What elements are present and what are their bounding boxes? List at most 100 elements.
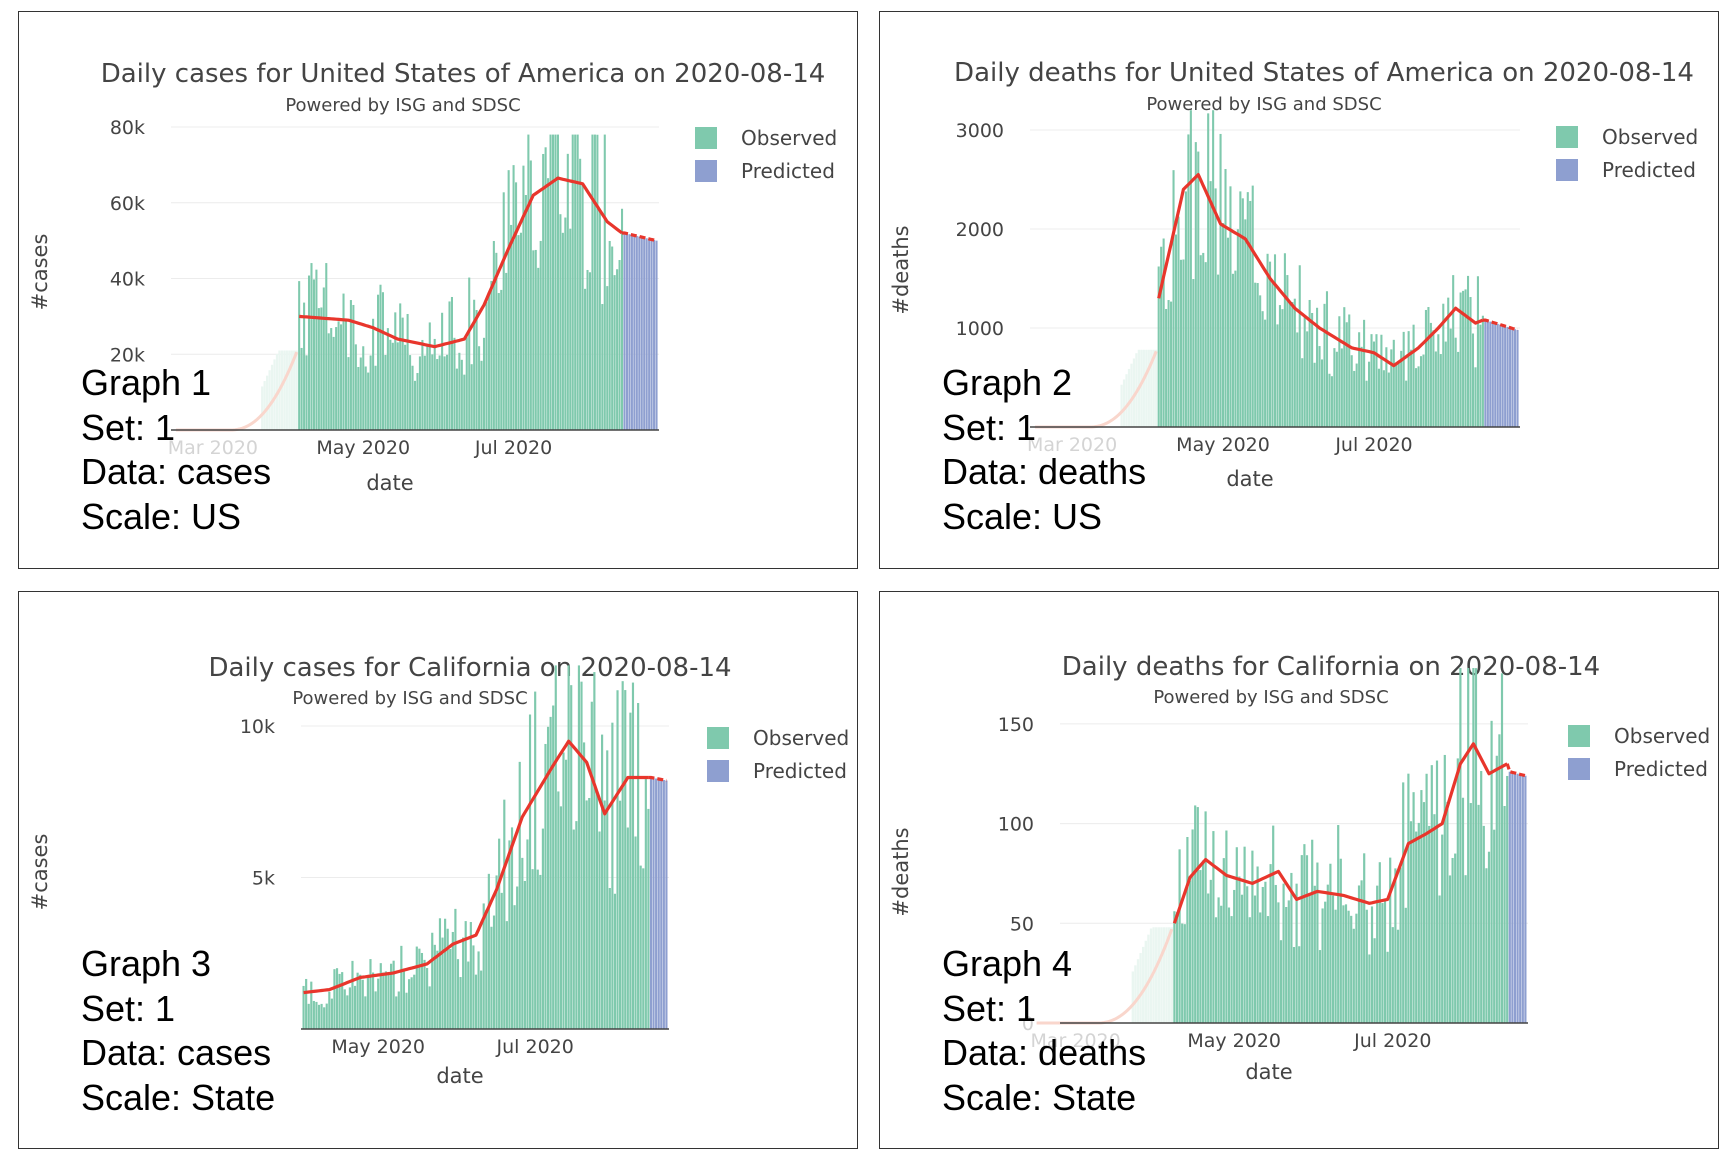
observed-bar (382, 972, 385, 1029)
observed-bar (374, 365, 377, 430)
observed-bar (1331, 895, 1335, 1023)
x-tick-label: Jul 2020 (474, 437, 552, 459)
observed-bar (436, 950, 439, 1029)
observed-bar (317, 308, 320, 430)
observed-bar (325, 1003, 328, 1029)
observed-bar (531, 869, 534, 1029)
observed-bar (441, 312, 444, 430)
observed-bar (1214, 188, 1217, 427)
predicted-bar (1504, 326, 1507, 427)
observed-bar (405, 992, 408, 1029)
observed-bar (464, 921, 467, 1029)
y-tick-label: 20k (110, 344, 145, 366)
observed-bar (1432, 330, 1435, 427)
predicted-bar (1516, 773, 1519, 1023)
observed-bar (1415, 831, 1418, 1023)
observed-bar (436, 359, 439, 430)
observed-bar (507, 170, 510, 430)
observed-bar (356, 972, 359, 1029)
observed-bar (366, 975, 369, 1029)
faded-bar (1168, 927, 1171, 1023)
observed-bar (517, 235, 520, 430)
legend-swatch-predicted[interactable] (707, 760, 729, 782)
observed-bar (1334, 909, 1337, 1023)
observed-bar (1498, 734, 1501, 1023)
observed-bar (613, 275, 616, 430)
observed-bar (349, 300, 352, 430)
observed-bar (413, 974, 416, 1029)
y-tick-label: 50 (1010, 913, 1034, 935)
observed-bar (330, 328, 333, 430)
observed-bar (629, 712, 632, 1029)
predicted-bar (625, 233, 628, 430)
observed-bar (1402, 782, 1405, 1023)
observed-bar (593, 672, 596, 1029)
legend-swatch-predicted[interactable] (695, 160, 717, 182)
observed-bar (305, 978, 308, 1029)
legend-swatch-predicted[interactable] (1568, 758, 1590, 780)
observed-bar (1339, 858, 1342, 1023)
faded-bar (261, 386, 264, 430)
observed-bar (1240, 894, 1244, 1023)
observed-bar (302, 985, 305, 1029)
observed-bar (353, 985, 357, 1029)
faded-bar (283, 350, 286, 430)
legend-swatch-observed[interactable] (1568, 725, 1590, 747)
faded-bar (273, 359, 276, 430)
observed-bar (1233, 889, 1236, 1023)
observed-bar (362, 346, 365, 430)
chart-panel-2: Daily deaths for United States of Americ… (879, 11, 1719, 569)
predicted-bar (1501, 325, 1504, 427)
observed-bar (1244, 219, 1247, 427)
observed-bar (567, 665, 570, 1029)
faded-bar (1170, 927, 1173, 1023)
observed-bar (1194, 142, 1197, 427)
observed-bar (639, 865, 642, 1029)
observed-bar (344, 319, 348, 430)
legend-swatch-predicted[interactable] (1556, 159, 1578, 181)
observed-bar (443, 356, 446, 430)
observed-bar (348, 987, 351, 1029)
observed-bar (343, 989, 346, 1029)
observed-bar (1480, 770, 1483, 1023)
observed-bar (1167, 300, 1170, 427)
observed-bar (450, 296, 453, 430)
observed-bar (1368, 954, 1371, 1023)
observed-bar (1337, 825, 1340, 1023)
observed-bar (1290, 872, 1293, 1023)
observed-bar (1454, 337, 1457, 427)
observed-bar (468, 277, 471, 430)
observed-bar (325, 263, 328, 430)
annotation-set-label: Set: 1 (942, 406, 1037, 448)
observed-bar (1303, 844, 1306, 1023)
legend-label-observed: Observed (753, 726, 849, 750)
observed-bar (1186, 837, 1189, 1023)
chart-svg-1: Daily cases for United States of America… (28, 59, 837, 495)
observed-bar (521, 857, 524, 1029)
predicted-bar (1496, 323, 1499, 427)
observed-bar (1326, 884, 1329, 1023)
x-tick-label: Jul 2020 (496, 1036, 574, 1058)
observed-bar (1323, 303, 1326, 427)
faded-bar (1144, 940, 1147, 1023)
observed-bar (327, 333, 330, 430)
observed-bar (1437, 334, 1440, 427)
observed-bar (474, 974, 478, 1029)
observed-bar (1506, 775, 1509, 1023)
observed-bar (1170, 301, 1173, 427)
predicted-bar (1511, 328, 1514, 427)
observed-bar (1360, 880, 1363, 1023)
legend-swatch-observed[interactable] (1556, 126, 1578, 148)
observed-bar (1254, 282, 1257, 427)
observed-bar (512, 165, 515, 430)
y-axis-label: #deaths (889, 225, 913, 314)
observed-bar (1189, 110, 1192, 427)
observed-bar (449, 948, 452, 1029)
observed-bar (1271, 282, 1274, 427)
faded-bar (1139, 953, 1142, 1023)
observed-bar (473, 299, 476, 430)
legend-swatch-observed[interactable] (707, 727, 729, 749)
legend-swatch-observed[interactable] (695, 127, 717, 149)
observed-bar (1373, 938, 1376, 1023)
observed-bar (1333, 348, 1336, 427)
